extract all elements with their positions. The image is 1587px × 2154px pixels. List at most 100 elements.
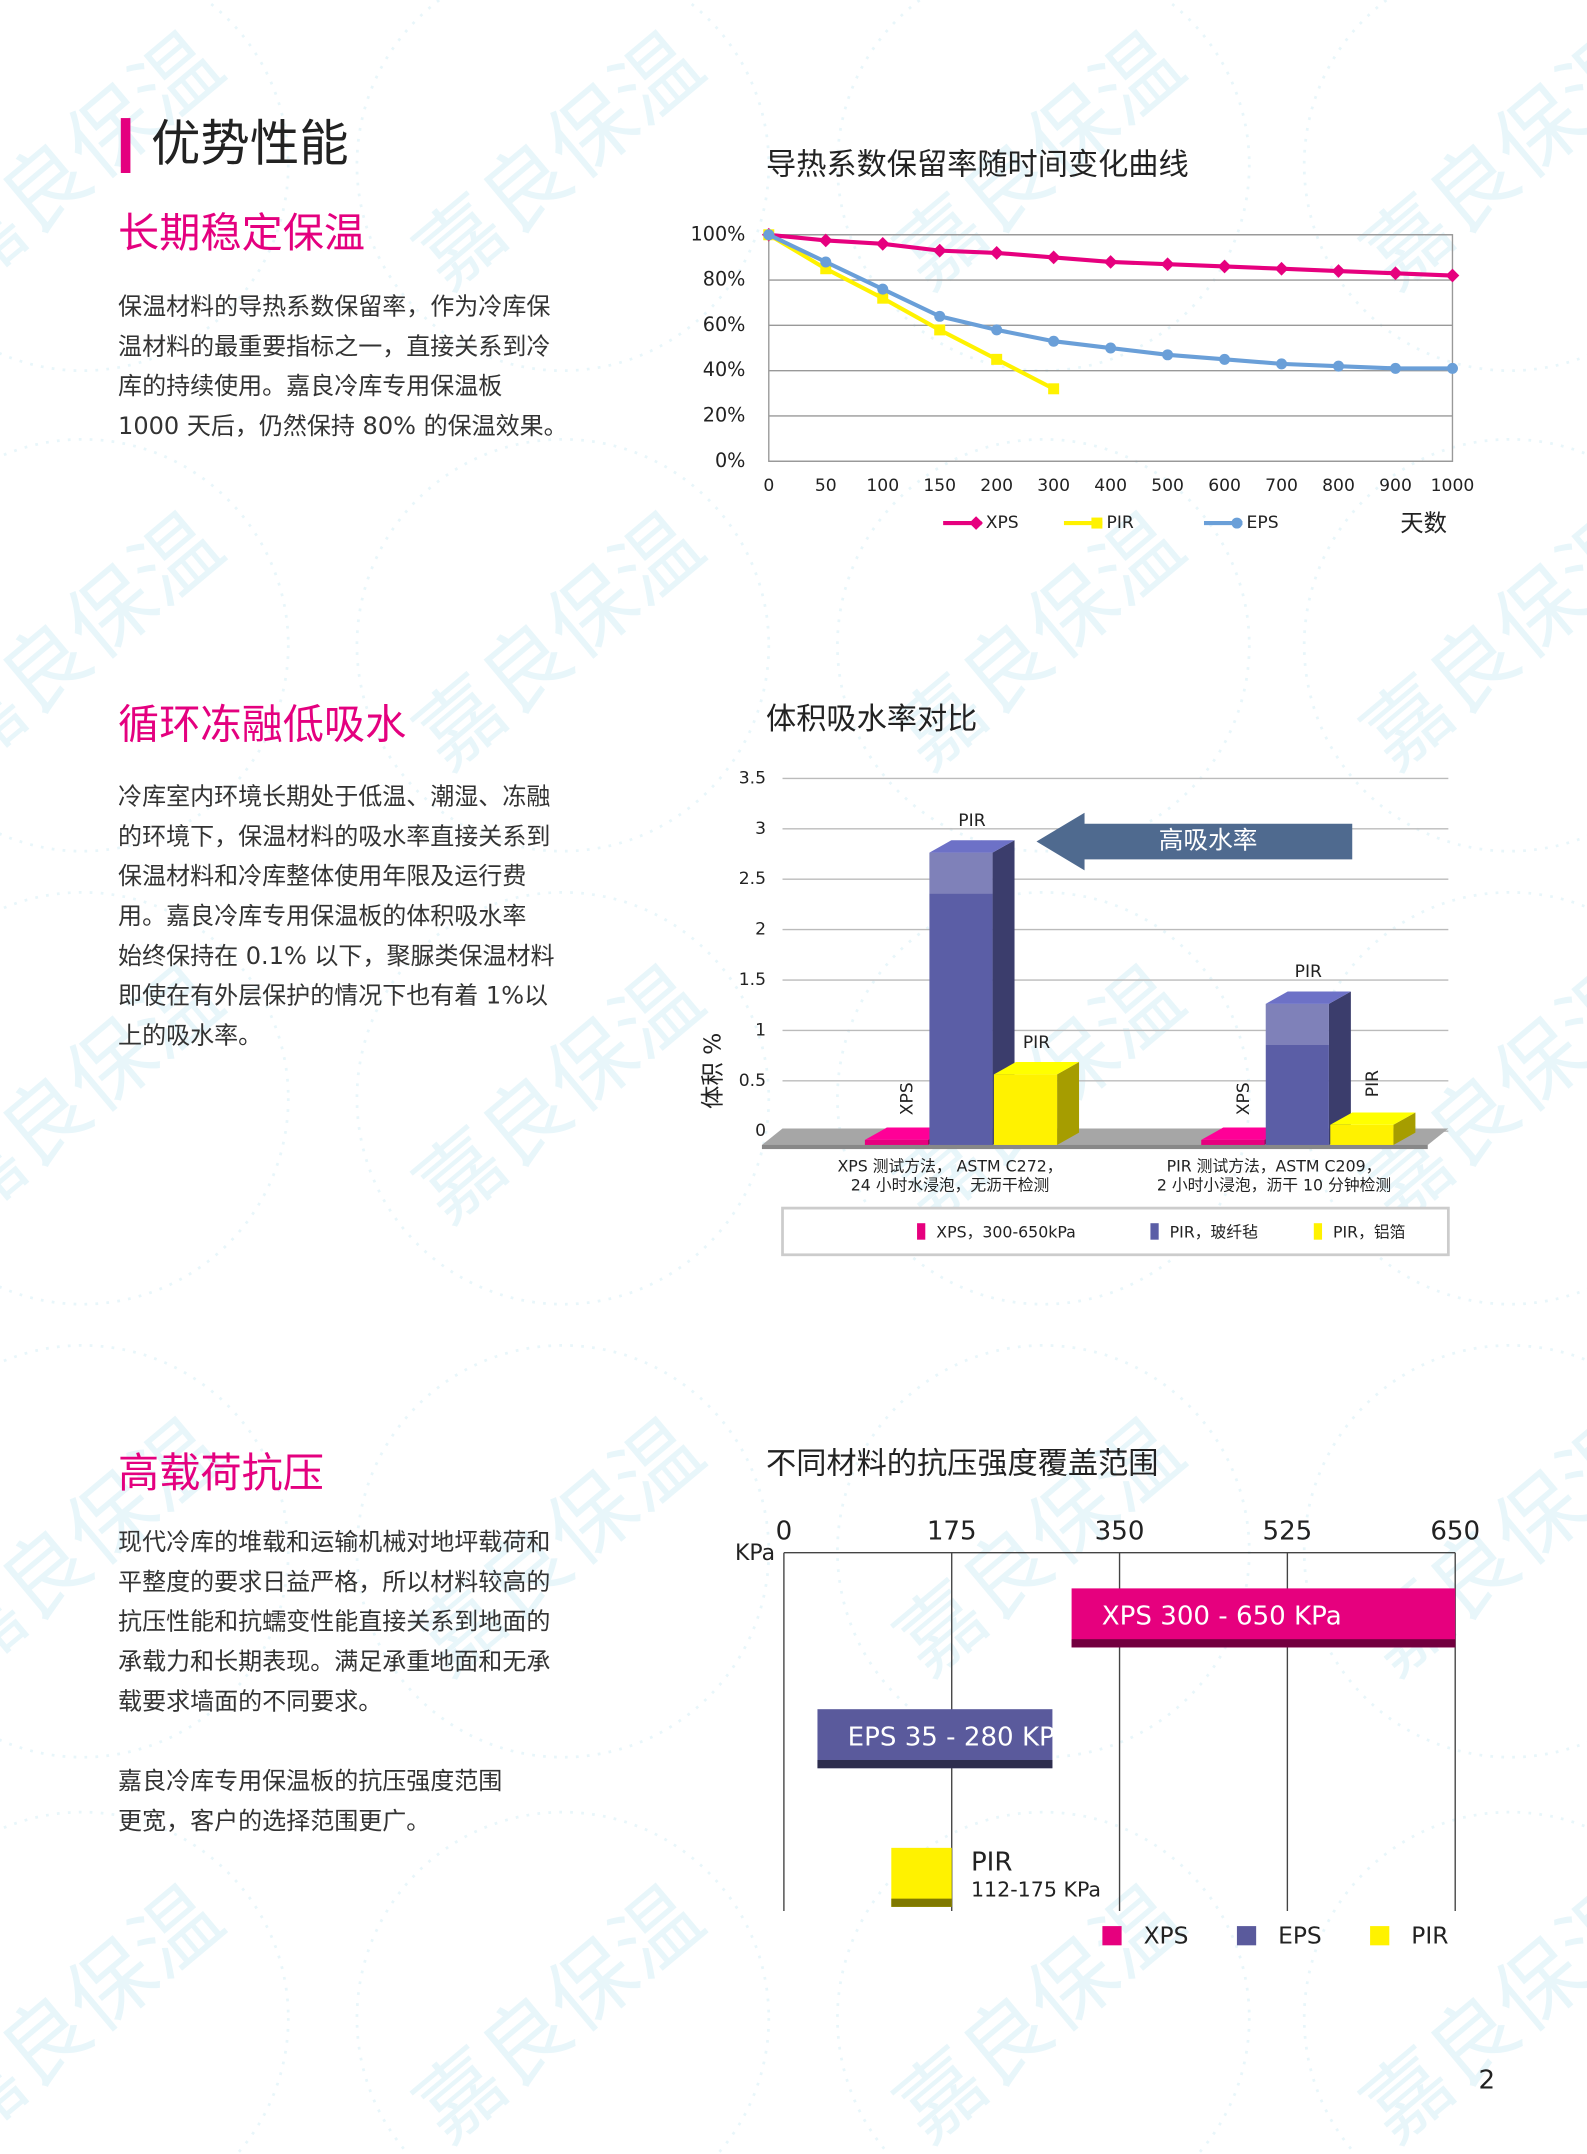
watermark-ring — [0, 438, 290, 853]
legend-label: PIR — [1411, 1922, 1448, 1950]
x-tick-label: 350 — [1095, 1517, 1145, 1547]
watermark-ring — [836, 0, 1251, 372]
watermark: 嘉良保温 — [878, 1400, 1202, 1695]
chart-title: 体积吸水率对比 — [766, 702, 977, 737]
point — [877, 292, 889, 304]
x-tick-label: 525 — [1262, 1517, 1312, 1547]
watermark-ring — [355, 437, 771, 853]
section-title: 循环冻融低吸水 — [118, 701, 406, 749]
point — [991, 353, 1003, 365]
paragraph-line: 保温材料的导热系数保留率，作为冷库保 — [118, 293, 550, 321]
bar-top — [864, 1127, 951, 1140]
point — [763, 229, 775, 241]
paragraph-line: 承载力和长期表现。满足承重地面和无承 — [118, 1648, 550, 1676]
paragraph-line: 用。嘉良冷库专用保温板的体积吸水率 — [118, 902, 526, 930]
paragraph-line: 保温材料和冷库整体使用年限及运行费 — [118, 862, 526, 890]
watermark-ring — [355, 0, 771, 372]
y-tick-label: 1 — [755, 1020, 766, 1040]
plot-frame — [768, 234, 1454, 462]
y-tick-label: 80% — [703, 268, 746, 291]
y-tick-label: 0 — [755, 1121, 766, 1141]
range-bar-base — [891, 1898, 952, 1907]
bar-top — [1201, 1127, 1287, 1140]
chart-title: 不同材料的抗压强度覆盖范围 — [766, 1446, 1158, 1481]
bar-highlight — [929, 852, 993, 894]
legend-swatch — [917, 1223, 926, 1240]
page-number: 2 — [1478, 2066, 1495, 2096]
legend-swatch — [1236, 1926, 1257, 1946]
legend-box — [781, 1206, 1450, 1257]
point — [989, 246, 1004, 260]
bar-label: XPS — [1234, 1082, 1254, 1115]
watermark: 嘉良保温 — [397, 1867, 721, 2154]
y-tick-label: 2.5 — [739, 869, 766, 889]
watermark-ring — [836, 1810, 1251, 2154]
range-bar — [891, 1847, 952, 1907]
header-bar — [120, 118, 131, 173]
range-bar-base — [1071, 1639, 1456, 1648]
legend-label: XPS — [986, 513, 1019, 533]
watermark: 嘉良保温 — [1345, 1867, 1587, 2154]
paragraph-line: 库的持续使用。嘉良冷库专用保温板 — [118, 372, 502, 400]
y-tick-label: 0% — [715, 449, 745, 472]
x-tick-label: XPS 测试方法， ASTM C272， — [837, 1156, 1062, 1175]
point — [1331, 264, 1346, 278]
bar-side — [1393, 1112, 1416, 1145]
watermark-ring — [836, 1344, 1251, 1759]
x-tick-label: 300 — [1037, 476, 1070, 496]
point — [1160, 257, 1175, 272]
x-tick-label: 24 小时水浸泡，无沥干检测 — [851, 1176, 1049, 1195]
watermark: 嘉良保温 — [397, 494, 721, 789]
point — [1103, 255, 1118, 269]
y-tick-label: 100% — [691, 222, 746, 245]
y-tick-label: 20% — [703, 403, 746, 426]
y-tick-label: 3 — [755, 819, 766, 839]
y-axis-label: 体积 % — [698, 1033, 726, 1109]
point — [820, 263, 832, 275]
paragraph-line: 始终保持在 0.1% 以下，聚脲类保温材料 — [118, 942, 555, 970]
bar-top — [1330, 1112, 1416, 1125]
legend-marker — [1231, 517, 1243, 529]
watermark: 嘉良保温 — [1345, 494, 1587, 789]
legend-swatch — [1370, 1926, 1390, 1946]
section-title: 高载荷抗压 — [118, 1449, 324, 1497]
range-bar-base — [817, 1759, 1053, 1769]
watermark-ring — [355, 1344, 771, 1759]
bar-side — [1328, 991, 1351, 1145]
legend-swatch — [1150, 1223, 1159, 1240]
x-tick-label: 0 — [776, 1517, 793, 1547]
series-line — [767, 232, 1055, 391]
bar-label: EPS 35 - 280 KPa — [848, 1723, 1070, 1753]
x-tick-label: 700 — [1265, 476, 1298, 496]
y-tick-label: 3.5 — [739, 768, 766, 788]
chart-title: 导热系数保留率随时间变化曲线 — [766, 148, 1189, 183]
x-tick-label: 175 — [927, 1517, 977, 1547]
watermark: 嘉良保温 — [878, 494, 1202, 789]
paragraph-line: 即使在有外层保护的情况下也有着 1%以 — [118, 982, 548, 1010]
header-title: 优势性能 — [151, 114, 349, 172]
point — [1219, 353, 1231, 365]
watermark: 嘉良保温 — [397, 14, 721, 309]
paragraph-line: 1000 天后，仍然保持 80% 的保温效果。 — [118, 412, 568, 440]
legend-swatch — [1313, 1223, 1323, 1240]
bar-label: XPS — [897, 1082, 917, 1115]
point — [1445, 268, 1460, 283]
bar — [993, 1074, 1058, 1145]
x-tick-label: 200 — [980, 476, 1013, 496]
point — [875, 236, 890, 251]
y-tick-label: 60% — [703, 313, 746, 336]
bar-top — [1265, 991, 1351, 1004]
legend-label: XPS — [1144, 1922, 1189, 1950]
bar-label: PIR — [1023, 1033, 1050, 1053]
y-tick-label: 1.5 — [739, 970, 766, 990]
annotation: 高吸水率 — [1159, 826, 1258, 855]
y-tick-label: 2 — [755, 920, 766, 940]
range-bar — [817, 1709, 1053, 1769]
x-tick-label: 1000 — [1431, 476, 1475, 496]
x-tick-label: PIR 测试方法，ASTM C209， — [1167, 1156, 1382, 1175]
bar-highlight — [1265, 1003, 1329, 1046]
x-tick-label: 150 — [923, 476, 956, 496]
x-tick-label: 800 — [1322, 476, 1355, 496]
point — [1105, 342, 1117, 354]
watermark: 嘉良保温 — [0, 1867, 241, 2154]
